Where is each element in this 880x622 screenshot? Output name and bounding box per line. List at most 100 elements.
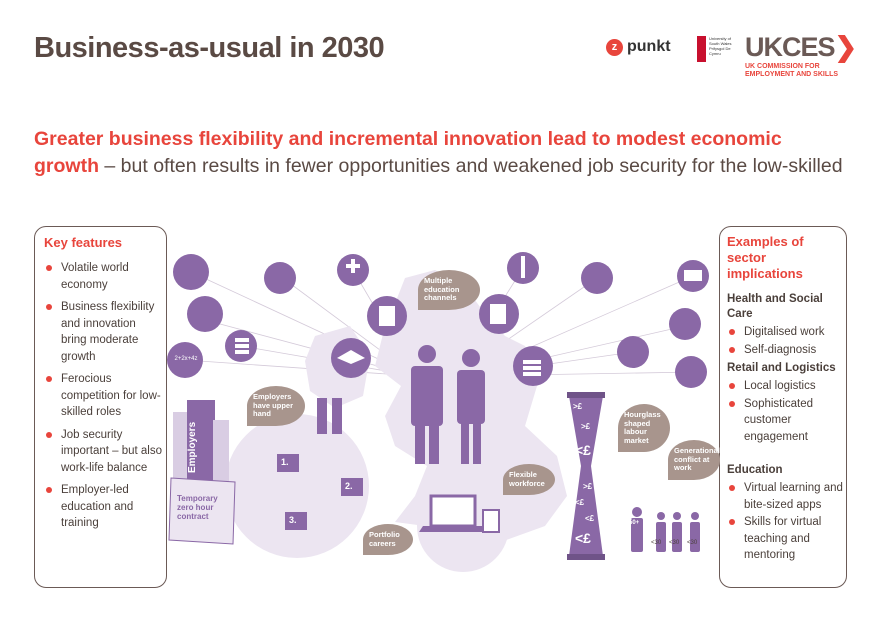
headline-rest: – but often results in fewer opportuniti… <box>98 155 843 177</box>
document-icon <box>379 306 395 326</box>
key-features-heading: Key features <box>44 235 123 250</box>
hourglass-symbol: <£ <box>575 442 591 458</box>
small-person-icon <box>317 398 327 434</box>
sector-retail: Retail and Logistics Local logistics Sop… <box>727 361 843 446</box>
employer-circle <box>225 414 369 558</box>
pencil-icon <box>521 256 525 278</box>
building-label: Employers <box>187 421 198 473</box>
age-label: <30 <box>687 540 698 546</box>
brain-icon <box>173 254 209 290</box>
contract-paper <box>168 477 236 545</box>
man-figure-icon <box>418 345 436 363</box>
list-item: Skills for virtual teaching and mentorin… <box>727 514 843 564</box>
hourglass-graphic <box>567 392 605 560</box>
university-crest-icon <box>697 36 706 62</box>
network-icon <box>675 356 707 388</box>
list-item: Sophisticated customer engagement <box>727 396 843 446</box>
ukces-logo-text: UKCES❯ <box>745 32 858 62</box>
list-item: Business flexibility and innovation brin… <box>44 299 162 365</box>
stack-icon <box>235 338 249 342</box>
contract-label: Temporary zero hour contract <box>177 494 218 521</box>
laptop-icon <box>684 270 702 281</box>
tools-icon <box>187 296 223 332</box>
woman-figure-icon <box>473 422 481 464</box>
hourglass-symbol: <£ <box>575 530 591 546</box>
man-figure-icon <box>415 424 425 464</box>
hourglass-symbol: <£ <box>575 498 585 507</box>
ukces-subtitle-2: EMPLOYMENT AND SKILLS <box>745 71 839 78</box>
book-stack-icon <box>523 372 541 376</box>
age-figures <box>631 507 700 552</box>
hourglass-symbol: >£ <box>573 402 583 411</box>
hourglass-symbol: >£ <box>581 422 591 431</box>
step-label: 3. <box>289 515 297 525</box>
people-silhouettes <box>317 345 485 464</box>
graduation-cap-icon <box>337 350 365 364</box>
list-item: Job security important – but also work-l… <box>44 427 162 477</box>
scenario-illustration: Multiple education channels Employers ha… <box>165 226 720 586</box>
page-title: Business-as-usual in 2030 <box>34 32 385 64</box>
woman-figure-icon <box>457 370 485 424</box>
generational-conflict-tag: Generational conflict at work <box>668 440 720 480</box>
university-logo-text: University of South Wales Prifysgol De C… <box>709 36 732 56</box>
small-person-icon <box>332 398 342 434</box>
formula-icon <box>167 342 203 378</box>
woman-figure-icon <box>462 349 480 367</box>
list-item: Ferocious competition for low-skilled ro… <box>44 371 162 421</box>
box-icon <box>669 308 701 340</box>
portfolio-careers-tag: Portfolio careers <box>363 524 413 555</box>
sector-education: Education Virtual learning and bite-size… <box>727 463 843 565</box>
ukces-arrow-icon: ❯ <box>834 32 858 62</box>
key-features-list: Volatile world economy Business flexibil… <box>44 260 162 538</box>
man-figure-icon <box>429 424 439 464</box>
book-stack-icon <box>523 360 541 364</box>
employers-upper-hand-tag: Employers have upper hand <box>247 386 305 426</box>
z-punkt-logo-text: punkt <box>627 38 671 55</box>
ukces-logo: UKCES❯ UK COMMISSION FOR EMPLOYMENT AND … <box>745 32 858 79</box>
list-item: Volatile world economy <box>44 260 162 293</box>
sector-heading: Health and Social Care <box>727 293 823 320</box>
flask-icon <box>264 262 296 294</box>
flask-icon <box>617 336 649 368</box>
flexible-workforce-tag: Flexible workforce <box>503 464 555 495</box>
icon-glyphs <box>235 256 702 376</box>
sector-heading: Education <box>727 464 783 476</box>
sector-implications-panel: Examples of sector implications Health a… <box>719 226 847 588</box>
books-icon <box>581 262 613 294</box>
key-features-panel: Key features Volatile world economy Busi… <box>34 226 167 588</box>
hourglass-symbol: >£ <box>583 482 593 491</box>
woman-figure-icon <box>461 422 469 464</box>
hourglass-symbol: <£ <box>585 514 595 523</box>
step-flags <box>277 454 363 530</box>
papers-icon <box>490 304 506 324</box>
sector-implications-heading: Examples of sector implications <box>727 234 804 281</box>
laptop-graphic <box>419 494 500 533</box>
step-label: 1. <box>281 457 289 467</box>
stack-icon <box>235 350 249 354</box>
list-item: Self-diagnosis <box>727 342 843 359</box>
multiple-education-channels-tag: Multiple education channels <box>418 270 480 310</box>
list-item: Local logistics <box>727 378 843 395</box>
sector-list: Digitalised work Self-diagnosis <box>727 324 843 358</box>
age-label: <30 <box>669 540 680 546</box>
sector-list: Local logistics Sophisticated customer e… <box>727 378 843 445</box>
age-label: <30 <box>651 540 662 546</box>
list-item: Employer-led education and training <box>44 482 162 532</box>
buildings <box>173 400 229 488</box>
z-punkt-logo: z punkt <box>606 38 671 56</box>
headline: Greater business flexibility and increme… <box>34 126 844 180</box>
sector-list: Virtual learning and bite-sized apps Ski… <box>727 480 843 564</box>
stack-icon <box>235 344 249 348</box>
medical-cross-icon <box>351 259 355 273</box>
sector-health: Health and Social Care Digitalised work … <box>727 292 843 359</box>
z-punkt-mark-icon: z <box>606 38 623 56</box>
man-figure-icon <box>411 366 443 426</box>
ukces-subtitle-1: UK COMMISSION FOR <box>745 63 820 70</box>
university-logo: University of South Wales Prifysgol De C… <box>697 36 741 62</box>
hourglass-labour-market-tag: Hourglass shaped labour market <box>618 404 670 452</box>
headline-bold: Greater business flexibility and increme… <box>34 128 782 177</box>
list-item: Digitalised work <box>727 324 843 341</box>
sector-heading: Retail and Logistics <box>727 362 836 374</box>
step-label: 2. <box>345 481 353 491</box>
formula-label: 2+2x+4z <box>174 356 198 362</box>
